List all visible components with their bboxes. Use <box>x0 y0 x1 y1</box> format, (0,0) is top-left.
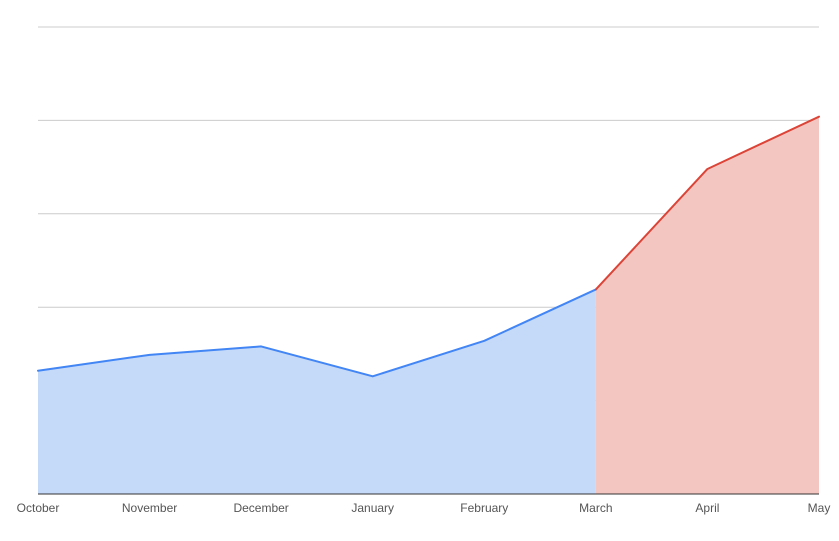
x-tick-label: March <box>579 501 612 515</box>
x-tick-labels: October November December January February Ma… <box>17 501 831 515</box>
series-lines <box>37 115 820 378</box>
series-1-line <box>37 288 597 378</box>
x-tick-label: April <box>695 501 719 515</box>
series-areas <box>38 116 819 494</box>
x-tick-label: December <box>233 501 288 515</box>
x-tick-label: May <box>808 501 831 515</box>
x-tick-label: October <box>17 501 60 515</box>
x-tick-label: November <box>122 501 177 515</box>
series-1-area <box>38 289 596 494</box>
x-tick-label: January <box>351 501 394 515</box>
x-tick-label: February <box>460 501 508 515</box>
series-2-area <box>595 116 819 494</box>
series-2-line <box>594 115 820 291</box>
